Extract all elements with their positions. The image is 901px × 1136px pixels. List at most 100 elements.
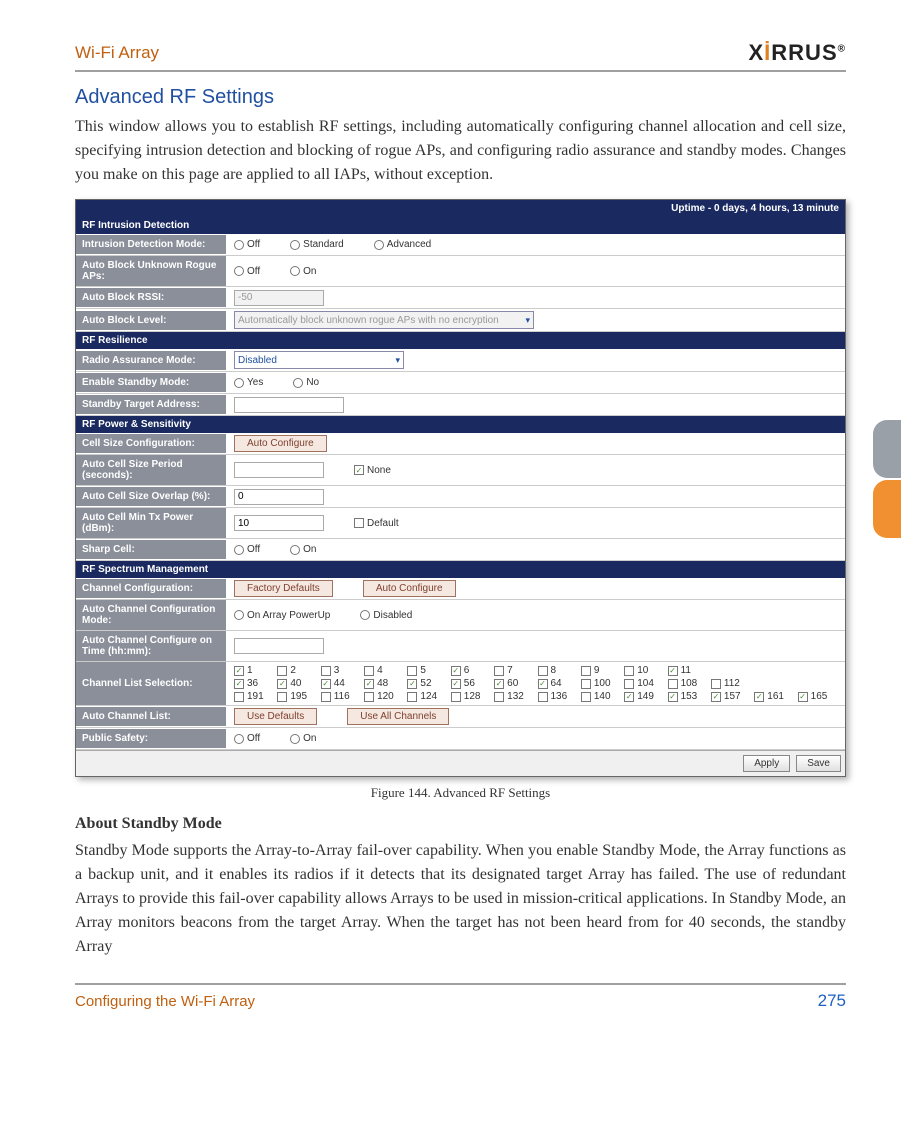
channel-165[interactable]: ✓165 bbox=[798, 691, 837, 702]
label-overlap: Auto Cell Size Overlap (%): bbox=[76, 487, 226, 506]
channel-64[interactable]: ✓64 bbox=[538, 678, 577, 689]
apply-button[interactable]: Apply bbox=[743, 755, 790, 772]
channel-6[interactable]: ✓6 bbox=[451, 665, 490, 676]
about-standby-text: Standby Mode supports the Array-to-Array… bbox=[75, 839, 846, 959]
radio-safety-off[interactable]: Off bbox=[234, 733, 260, 744]
input-auto-time[interactable] bbox=[234, 638, 324, 654]
radio-autoblock-on[interactable]: On bbox=[290, 266, 316, 277]
label-detection-mode: Intrusion Detection Mode: bbox=[76, 235, 226, 254]
autolist-use-defaults-button[interactable]: Use Defaults bbox=[234, 708, 317, 725]
intro-paragraph: This window allows you to establish RF s… bbox=[75, 115, 846, 187]
channel-132[interactable]: 132 bbox=[494, 691, 533, 702]
page-header: Wi-Fi Array XİRRUS® bbox=[75, 40, 846, 72]
radio-sharp-off[interactable]: Off bbox=[234, 544, 260, 555]
label-target: Standby Target Address: bbox=[76, 395, 226, 414]
radio-standby-yes[interactable]: Yes bbox=[234, 377, 263, 388]
channel-9[interactable]: 9 bbox=[581, 665, 620, 676]
auto-configure-cell-button[interactable]: Auto Configure bbox=[234, 435, 327, 452]
channel-52[interactable]: ✓52 bbox=[407, 678, 446, 689]
channel-153[interactable]: ✓153 bbox=[668, 691, 707, 702]
input-target[interactable] bbox=[234, 397, 344, 413]
channel-195[interactable]: 195 bbox=[277, 691, 316, 702]
channel-124[interactable]: 124 bbox=[407, 691, 446, 702]
input-period[interactable] bbox=[234, 462, 324, 478]
radio-mode-disabled[interactable]: Disabled bbox=[360, 610, 412, 621]
label-sharp: Sharp Cell: bbox=[76, 540, 226, 559]
label-mintx: Auto Cell Min Tx Power (dBm): bbox=[76, 508, 226, 538]
label-rssi: Auto Block RSSI: bbox=[76, 288, 226, 307]
channel-136[interactable]: 136 bbox=[538, 691, 577, 702]
channel-104[interactable]: 104 bbox=[624, 678, 663, 689]
label-assurance: Radio Assurance Mode: bbox=[76, 351, 226, 370]
select-block-level[interactable]: Automatically block unknown rogue APs wi… bbox=[234, 311, 534, 329]
channel-108[interactable]: 108 bbox=[668, 678, 707, 689]
channel-3[interactable]: 3 bbox=[321, 665, 360, 676]
channel-10[interactable]: 10 bbox=[624, 665, 663, 676]
select-assurance[interactable]: Disabled bbox=[234, 351, 404, 369]
section-title: Advanced RF Settings bbox=[75, 86, 846, 109]
channel-56[interactable]: ✓56 bbox=[451, 678, 490, 689]
label-auto-block: Auto Block Unknown Rogue APs: bbox=[76, 256, 226, 286]
tab-orange bbox=[873, 480, 901, 538]
channel-100[interactable]: 100 bbox=[581, 678, 620, 689]
page-footer: Configuring the Wi-Fi Array 275 bbox=[75, 983, 846, 1011]
radio-detection-standard[interactable]: Standard bbox=[290, 239, 344, 250]
channel-36[interactable]: ✓36 bbox=[234, 678, 273, 689]
channel-40[interactable]: ✓40 bbox=[277, 678, 316, 689]
radio-autoblock-off[interactable]: Off bbox=[234, 266, 260, 277]
autolist-use-all-channels-button[interactable]: Use All Channels bbox=[347, 708, 449, 725]
channel-140[interactable]: 140 bbox=[581, 691, 620, 702]
radio-detection-advanced[interactable]: Advanced bbox=[374, 239, 431, 250]
channel-8[interactable]: 8 bbox=[538, 665, 577, 676]
radio-standby-no[interactable]: No bbox=[293, 377, 319, 388]
channel-5[interactable]: 5 bbox=[407, 665, 446, 676]
label-standby: Enable Standby Mode: bbox=[76, 373, 226, 392]
channel-161[interactable]: ✓161 bbox=[754, 691, 793, 702]
radio-detection-off[interactable]: Off bbox=[234, 239, 260, 250]
label-auto-time: Auto Channel Configure on Time (hh:mm): bbox=[76, 631, 226, 661]
label-auto-list: Auto Channel List: bbox=[76, 707, 226, 726]
input-mintx[interactable] bbox=[234, 515, 324, 531]
rf-settings-screenshot: Uptime - 0 days, 4 hours, 13 minute RF I… bbox=[75, 199, 846, 777]
channel-128[interactable]: 128 bbox=[451, 691, 490, 702]
label-block-level: Auto Block Level: bbox=[76, 311, 226, 330]
channel-48[interactable]: ✓48 bbox=[364, 678, 403, 689]
label-chan-config: Channel Configuration: bbox=[76, 579, 226, 598]
save-button[interactable]: Save bbox=[796, 755, 841, 772]
label-safety: Public Safety: bbox=[76, 729, 226, 748]
radio-safety-on[interactable]: On bbox=[290, 733, 316, 744]
document-title: Wi-Fi Array bbox=[75, 43, 159, 63]
channel-44[interactable]: ✓44 bbox=[321, 678, 360, 689]
channel-1[interactable]: ✓1 bbox=[234, 665, 273, 676]
input-rssi[interactable] bbox=[234, 290, 324, 306]
channel-7[interactable]: 7 bbox=[494, 665, 533, 676]
channel-60[interactable]: ✓60 bbox=[494, 678, 533, 689]
channel-149[interactable]: ✓149 bbox=[624, 691, 663, 702]
channel-112[interactable]: 112 bbox=[711, 678, 750, 689]
channel-11[interactable]: ✓11 bbox=[668, 665, 707, 676]
channel-191[interactable]: 191 bbox=[234, 691, 273, 702]
channel-2[interactable]: 2 bbox=[277, 665, 316, 676]
channel-157[interactable]: ✓157 bbox=[711, 691, 750, 702]
section-intrusion: RF Intrusion Detection bbox=[76, 217, 845, 234]
logo: XİRRUS® bbox=[748, 40, 846, 66]
input-overlap[interactable] bbox=[234, 489, 324, 505]
chan-config-auto-configure-button[interactable]: Auto Configure bbox=[363, 580, 456, 597]
uptime-bar: Uptime - 0 days, 4 hours, 13 minute bbox=[76, 200, 845, 217]
label-auto-mode: Auto Channel Configuration Mode: bbox=[76, 600, 226, 630]
label-chan-list: Channel List Selection: bbox=[76, 662, 226, 705]
radio-mode-on-array-powerup[interactable]: On Array PowerUp bbox=[234, 610, 330, 621]
check-default[interactable]: Default bbox=[354, 518, 399, 529]
section-spectrum: RF Spectrum Management bbox=[76, 561, 845, 578]
channel-120[interactable]: 120 bbox=[364, 691, 403, 702]
label-period: Auto Cell Size Period (seconds): bbox=[76, 455, 226, 485]
radio-sharp-on[interactable]: On bbox=[290, 544, 316, 555]
channel-4[interactable]: 4 bbox=[364, 665, 403, 676]
about-standby-heading: About Standby Mode bbox=[75, 815, 846, 833]
chan-config-factory-defaults-button[interactable]: Factory Defaults bbox=[234, 580, 333, 597]
check-none[interactable]: ✓None bbox=[354, 465, 391, 476]
page-number: 275 bbox=[818, 991, 846, 1011]
side-tabs bbox=[873, 420, 901, 538]
label-cell-size: Cell Size Configuration: bbox=[76, 434, 226, 453]
channel-116[interactable]: 116 bbox=[321, 691, 360, 702]
